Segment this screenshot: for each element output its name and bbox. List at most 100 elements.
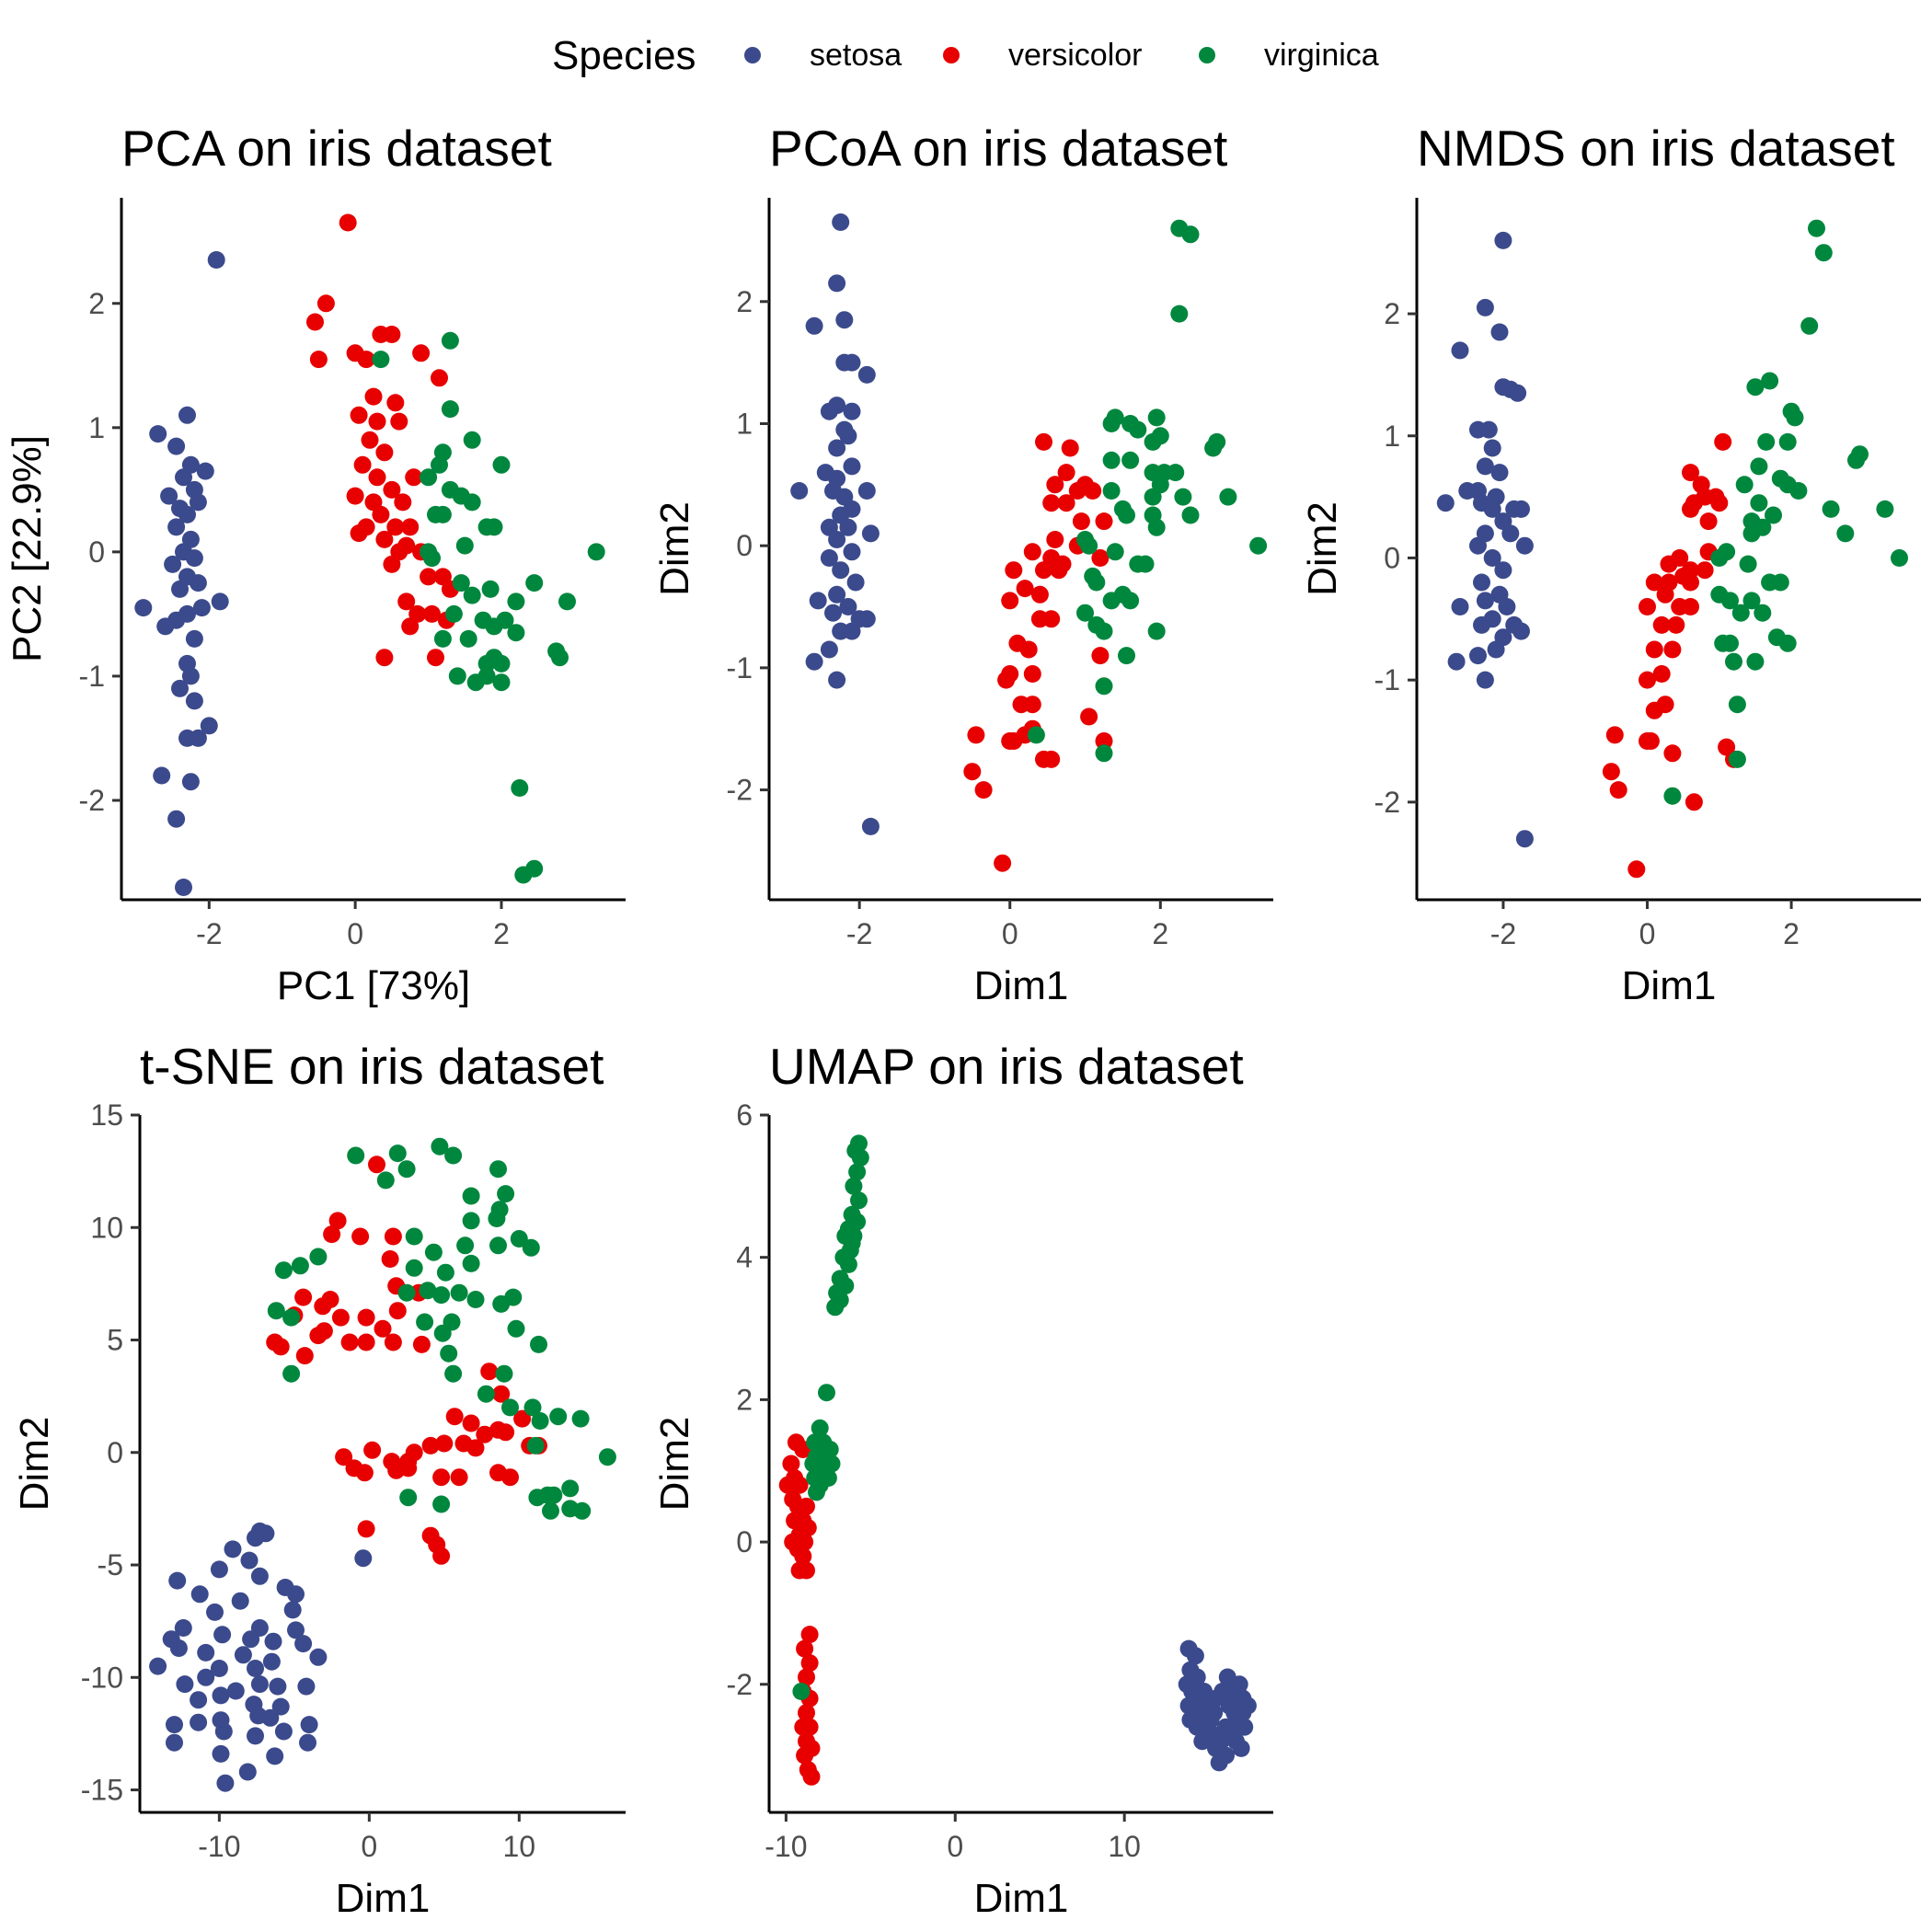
- point-virginica: [462, 1212, 480, 1230]
- point-versicolor: [390, 412, 408, 431]
- point-virginica: [388, 1144, 407, 1163]
- point-virginica: [1739, 555, 1757, 573]
- point-setosa: [1494, 561, 1512, 580]
- point-setosa: [839, 427, 857, 445]
- point-versicolor: [316, 294, 335, 313]
- point-virginica: [440, 1344, 458, 1363]
- point-setosa: [1476, 671, 1494, 689]
- point-versicolor: [435, 1434, 454, 1453]
- point-versicolor: [361, 431, 379, 449]
- point-virginica: [1095, 677, 1113, 696]
- y-axis-label: Dim2: [652, 1417, 697, 1512]
- point-virginica: [1808, 219, 1825, 237]
- x-tick-label: 10: [1108, 1830, 1141, 1863]
- point-virginica: [492, 455, 511, 474]
- point-versicolor: [309, 1327, 328, 1345]
- point-setosa: [197, 1643, 215, 1662]
- x-axis-label: Dim1: [974, 1876, 1069, 1921]
- point-setosa: [843, 402, 861, 420]
- point-setosa: [1451, 341, 1469, 360]
- point-setosa: [185, 549, 203, 568]
- point-virginica: [1725, 652, 1742, 671]
- point-virginica: [436, 1263, 454, 1282]
- point-versicolor: [1061, 439, 1079, 457]
- point-versicolor: [420, 568, 438, 586]
- point-setosa: [828, 585, 846, 604]
- points: [134, 213, 605, 896]
- point-setosa: [1234, 1704, 1252, 1722]
- point-virginica: [441, 400, 459, 419]
- point-virginica: [376, 1171, 395, 1190]
- point-versicolor: [1645, 573, 1663, 592]
- point-versicolor: [346, 487, 364, 505]
- point-setosa: [835, 311, 854, 329]
- point-versicolor: [432, 1547, 451, 1565]
- point-virginica: [551, 649, 569, 667]
- point-setosa: [828, 274, 846, 293]
- point-versicolor: [489, 1420, 507, 1439]
- point-versicolor: [401, 518, 420, 536]
- y-tick-label: 15: [90, 1098, 123, 1132]
- point-setosa: [175, 468, 192, 487]
- point-setosa: [832, 561, 850, 580]
- point-versicolor: [1714, 432, 1732, 451]
- point-virginica: [826, 1298, 845, 1317]
- point-virginica: [432, 1495, 451, 1513]
- y-tick-label: 0: [107, 1436, 123, 1469]
- point-virginica: [1836, 524, 1855, 543]
- point-setosa: [168, 1571, 187, 1590]
- point-versicolor: [1602, 763, 1620, 781]
- point-versicolor: [1710, 494, 1729, 512]
- y-tick-label: 2: [88, 287, 105, 320]
- point-virginica: [1814, 244, 1833, 262]
- point-versicolor: [800, 1654, 819, 1673]
- point-setosa: [250, 1675, 269, 1694]
- point-virginica: [1118, 506, 1135, 524]
- point-virginica: [839, 1255, 857, 1273]
- point-versicolor: [384, 1227, 402, 1246]
- point-setosa: [1451, 598, 1469, 615]
- point-versicolor: [480, 1363, 499, 1381]
- point-setosa: [178, 406, 196, 424]
- point-versicolor: [798, 1668, 815, 1686]
- point-virginica: [1735, 476, 1754, 494]
- point-setosa: [839, 518, 857, 536]
- point-versicolor: [445, 1408, 464, 1426]
- point-virginica: [598, 1448, 616, 1466]
- point-setosa: [167, 810, 186, 828]
- point-versicolor: [1091, 549, 1110, 567]
- points: [778, 1134, 1257, 1786]
- point-versicolor: [1696, 561, 1714, 580]
- point-versicolor: [339, 213, 357, 232]
- point-virginica: [1765, 506, 1782, 524]
- point-versicolor: [501, 1468, 519, 1487]
- point-virginica: [1746, 378, 1765, 397]
- point-virginica: [1170, 305, 1189, 323]
- point-versicolor: [323, 1225, 341, 1244]
- point-versicolor: [357, 351, 375, 369]
- point-virginica: [282, 1364, 301, 1383]
- point-versicolor: [372, 505, 390, 523]
- points: [1436, 219, 1908, 879]
- point-virginica: [1147, 622, 1166, 640]
- point-versicolor: [1682, 464, 1699, 482]
- point-setosa: [257, 1524, 275, 1543]
- point-versicolor: [1050, 561, 1068, 580]
- point-virginica: [497, 1185, 515, 1203]
- point-versicolor: [1019, 640, 1038, 659]
- point-virginica: [466, 1291, 485, 1308]
- point-setosa: [216, 1774, 235, 1792]
- point-versicolor: [1641, 732, 1660, 750]
- point-virginica: [433, 1324, 452, 1342]
- point-setosa: [1476, 457, 1494, 476]
- point-virginica: [463, 586, 481, 604]
- point-versicolor: [476, 1425, 494, 1443]
- point-setosa: [832, 213, 850, 231]
- point-virginica: [481, 580, 500, 598]
- point-virginica: [274, 1261, 293, 1280]
- x-tick-label: 0: [947, 1830, 963, 1863]
- point-setosa: [149, 425, 167, 443]
- point-virginica: [1728, 696, 1746, 714]
- point-versicolor: [405, 468, 423, 487]
- point-setosa: [134, 599, 153, 617]
